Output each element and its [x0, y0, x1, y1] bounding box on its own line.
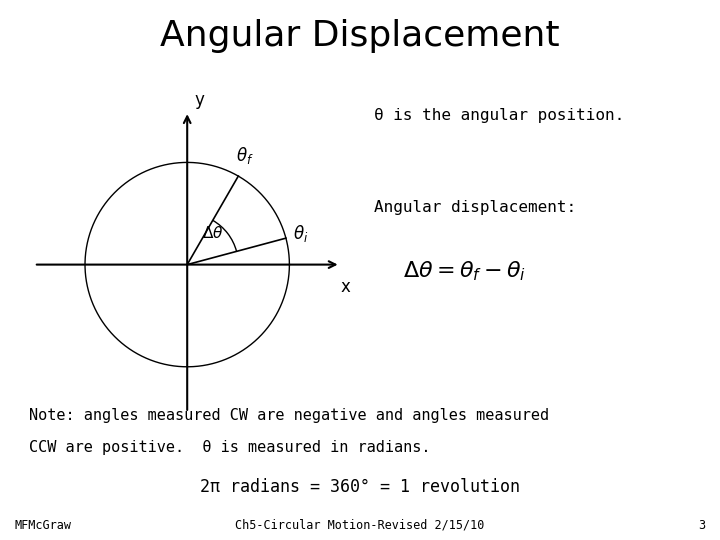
Text: $\theta_f$: $\theta_f$: [236, 145, 254, 166]
Text: x: x: [341, 278, 351, 296]
Text: Angular displacement:: Angular displacement:: [374, 200, 577, 215]
Text: 3: 3: [698, 519, 706, 532]
Text: Note: angles measured CW are negative and angles measured: Note: angles measured CW are negative an…: [29, 408, 549, 423]
Text: 2π radians = 360° = 1 revolution: 2π radians = 360° = 1 revolution: [200, 478, 520, 496]
Text: θ is the angular position.: θ is the angular position.: [374, 108, 625, 123]
Text: $\theta_i$: $\theta_i$: [293, 222, 308, 244]
Text: y: y: [194, 91, 204, 109]
Text: $\Delta\theta$: $\Delta\theta$: [202, 225, 224, 241]
Text: MFMcGraw: MFMcGraw: [14, 519, 71, 532]
Text: CCW are positive.  θ is measured in radians.: CCW are positive. θ is measured in radia…: [29, 440, 431, 455]
Text: Angular Displacement: Angular Displacement: [160, 19, 560, 53]
Text: Ch5-Circular Motion-Revised 2/15/10: Ch5-Circular Motion-Revised 2/15/10: [235, 519, 485, 532]
Text: $\Delta\theta = \theta_f - \theta_i$: $\Delta\theta = \theta_f - \theta_i$: [403, 259, 526, 283]
